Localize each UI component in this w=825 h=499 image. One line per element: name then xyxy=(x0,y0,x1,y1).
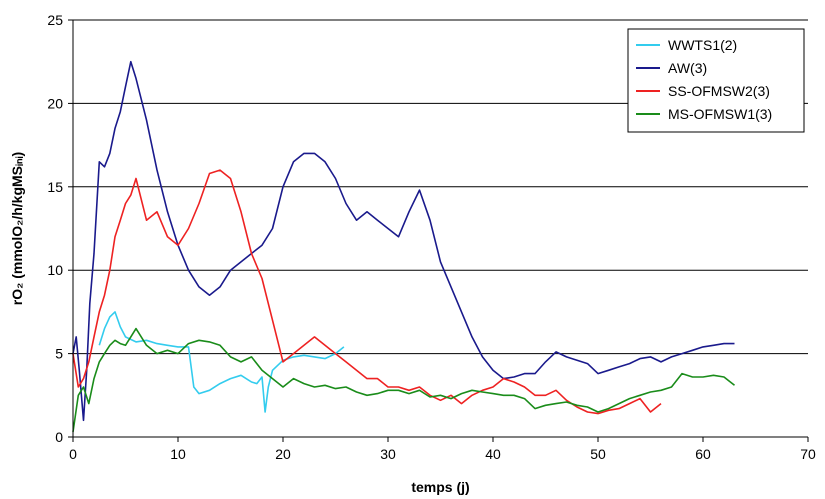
series-line-ms-ofmsw1-3 xyxy=(72,327,735,433)
y-tick-label-0: 0 xyxy=(55,429,63,445)
x-tick-label-3: 30 xyxy=(380,446,396,462)
y-tick-label-1: 5 xyxy=(55,346,63,362)
x-tick-label-6: 60 xyxy=(695,446,711,462)
axes xyxy=(68,19,809,442)
y-tick-labels: 0 5 10 15 20 25 xyxy=(47,12,63,445)
x-tick-label-5: 50 xyxy=(590,446,606,462)
legend-label-aw-3: AW(3) xyxy=(668,60,707,76)
y-tick-label-3: 15 xyxy=(47,179,63,195)
legend-label-ms-ofmsw1-3: MS-OFMSW1(3) xyxy=(668,106,772,122)
series-lines xyxy=(72,60,735,433)
x-tick-label-0: 0 xyxy=(69,446,77,462)
legend-label-ss-ofmsw2-3: SS-OFMSW2(3) xyxy=(668,83,770,99)
x-tick-label-1: 10 xyxy=(170,446,186,462)
y-tick-label-2: 10 xyxy=(47,262,63,278)
y-axis-title: rO₂ (mmolO₂/h/kgMSᵢₙᵢ) xyxy=(9,152,25,305)
x-axis-title: temps (j) xyxy=(411,479,469,495)
x-tick-labels: 0 10 20 30 40 50 60 70 xyxy=(69,446,816,462)
x-tick-label-7: 70 xyxy=(800,446,816,462)
y-tick-label-5: 25 xyxy=(47,12,63,28)
y-tick-label-4: 20 xyxy=(47,95,63,111)
x-tick-label-2: 20 xyxy=(275,446,291,462)
series-line-aw-3 xyxy=(72,60,735,422)
series-line-ss-ofmsw2-3 xyxy=(72,169,662,415)
legend-label-wwts1-2: WWTS1(2) xyxy=(668,37,737,53)
x-tick-label-4: 40 xyxy=(485,446,501,462)
series-line-wwts1-2 xyxy=(98,311,345,413)
legend: WWTS1(2) AW(3) SS-OFMSW2(3) MS-OFMSW1(3) xyxy=(627,28,805,133)
